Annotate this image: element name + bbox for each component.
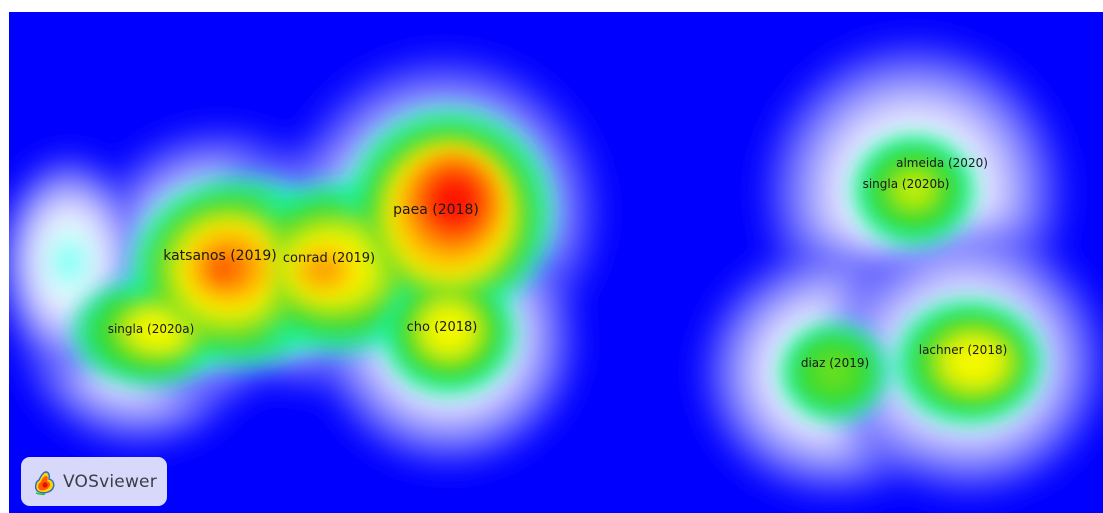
item-label-conrad-2019[interactable]: conrad (2019) bbox=[283, 251, 375, 266]
item-label-cho-2018[interactable]: cho (2018) bbox=[407, 320, 478, 335]
vosviewer-logo-icon bbox=[33, 468, 57, 496]
item-label-almeida-2020[interactable]: almeida (2020) bbox=[896, 156, 988, 170]
item-label-singla-2020a[interactable]: singla (2020a) bbox=[108, 322, 195, 336]
density-map[interactable]: paea (2018) katsanos (2019) conrad (2019… bbox=[9, 12, 1103, 513]
item-label-singla-2020b[interactable]: singla (2020b) bbox=[863, 177, 950, 191]
item-label-paea-2018[interactable]: paea (2018) bbox=[393, 202, 479, 218]
item-label-lachner-2018[interactable]: lachner (2018) bbox=[919, 343, 1008, 357]
item-label-diaz-2019[interactable]: diaz (2019) bbox=[801, 356, 869, 370]
density-map-canvas[interactable]: paea (2018) katsanos (2019) conrad (2019… bbox=[9, 12, 1103, 513]
vosviewer-logo-text: VOSviewer bbox=[63, 471, 157, 492]
item-labels: paea (2018) katsanos (2019) conrad (2019… bbox=[108, 156, 1008, 370]
red-layer bbox=[199, 147, 506, 290]
item-label-katsanos-2019[interactable]: katsanos (2019) bbox=[163, 248, 277, 264]
vosviewer-logo-badge[interactable]: VOSviewer bbox=[21, 457, 167, 506]
